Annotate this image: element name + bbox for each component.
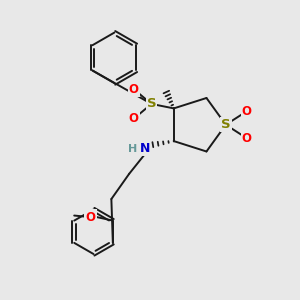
Text: O: O bbox=[85, 211, 95, 224]
Text: N: N bbox=[140, 142, 150, 155]
Text: O: O bbox=[242, 132, 252, 145]
Text: O: O bbox=[129, 112, 139, 125]
Text: O: O bbox=[129, 82, 139, 96]
Text: O: O bbox=[242, 105, 252, 118]
Text: S: S bbox=[147, 98, 156, 110]
Text: H: H bbox=[128, 143, 137, 154]
Text: S: S bbox=[221, 118, 231, 131]
